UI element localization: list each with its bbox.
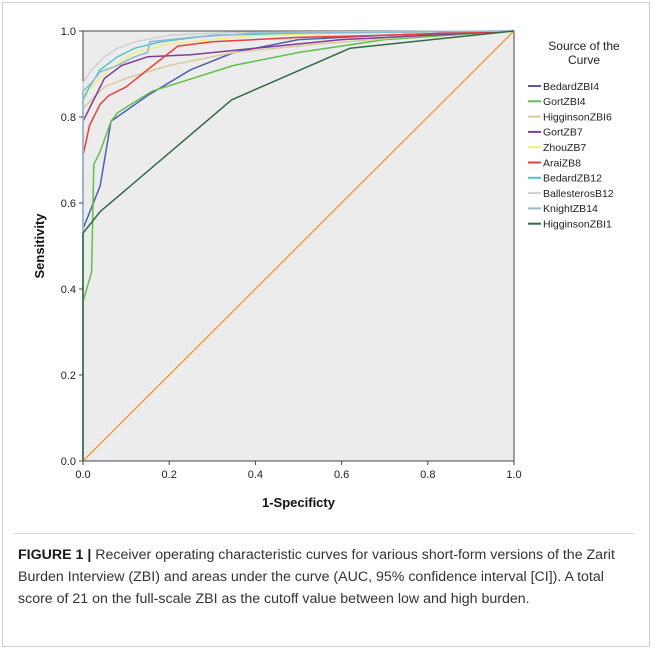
curve-gortzbi4	[82, 30, 515, 461]
curve-higginsonzbi6	[82, 30, 515, 461]
legend-item-ballesterosb12: BallesterosB12	[543, 188, 614, 200]
curve-higginsonzbi1	[82, 30, 515, 461]
figure-frame	[2, 2, 650, 647]
y-tick-label: 1.0	[61, 26, 76, 38]
y-tick-label: 0.4	[61, 284, 76, 296]
y-tick-label: 0.8	[61, 112, 76, 124]
curve-ballesterosb12	[82, 30, 515, 461]
figure-caption: FIGURE 1 | Receiver operating characteri…	[18, 544, 638, 610]
y-tick-label: 0.6	[61, 198, 76, 210]
reference-line	[82, 30, 515, 462]
x-tick-label: 0.6	[334, 469, 349, 481]
curve-araizb8	[82, 30, 515, 461]
legend-title: Curve	[568, 53, 600, 67]
legend-item-gortzb7: GortZB7	[543, 127, 583, 139]
y-axis: 0.0 0.2 0.4 0.6 0.8 1.0	[61, 26, 83, 468]
curve-knightzb14	[82, 30, 515, 461]
curve-bedardzb12	[82, 30, 515, 461]
x-tick-label: 0.2	[162, 469, 177, 481]
legend-item-zhouzb7: ZhouZB7	[543, 142, 586, 154]
x-axis: 0.0 0.2 0.4 0.6 0.8 1.0	[75, 461, 522, 481]
caption-divider	[14, 533, 634, 534]
curve-gortzb7	[82, 30, 515, 461]
legend-item-higginsonzbi6: HigginsonZBI6	[543, 111, 612, 123]
y-tick-label: 0.0	[61, 456, 76, 468]
legend-item-bedardzb12: BedardZB12	[543, 173, 602, 185]
figure-label: FIGURE 1 |	[18, 547, 92, 563]
legend-title: Source of the	[548, 39, 620, 53]
legend-item-gortzbi4: GortZBI4	[543, 96, 586, 108]
legend-item-bedardzbi4: BedardZBI4	[543, 81, 599, 93]
x-axis-title: 1-Specificty	[262, 495, 336, 510]
x-tick-label: 0.0	[75, 469, 90, 481]
legend-item-higginsonzbi1: HigginsonZBI1	[543, 219, 612, 231]
curve-bedardzbi4	[82, 30, 515, 461]
x-tick-label: 0.8	[420, 469, 435, 481]
x-tick-label: 0.4	[248, 469, 263, 481]
y-tick-label: 0.2	[61, 370, 76, 382]
curves-layer	[82, 30, 515, 462]
caption-text: Receiver operating characteristic curves…	[18, 547, 615, 607]
legend-item-araizb8: AraiZB8	[543, 157, 581, 169]
y-axis-title: Sensitivity	[32, 213, 47, 279]
x-tick-label: 1.0	[506, 469, 521, 481]
legend-item-knightzb14: KnightZB14	[543, 203, 598, 215]
roc-chart: 0.0 0.2 0.4 0.6 0.8 1.0 0.0 0.2 0.4 0.6 0.8 1.0 1-…	[32, 26, 620, 510]
